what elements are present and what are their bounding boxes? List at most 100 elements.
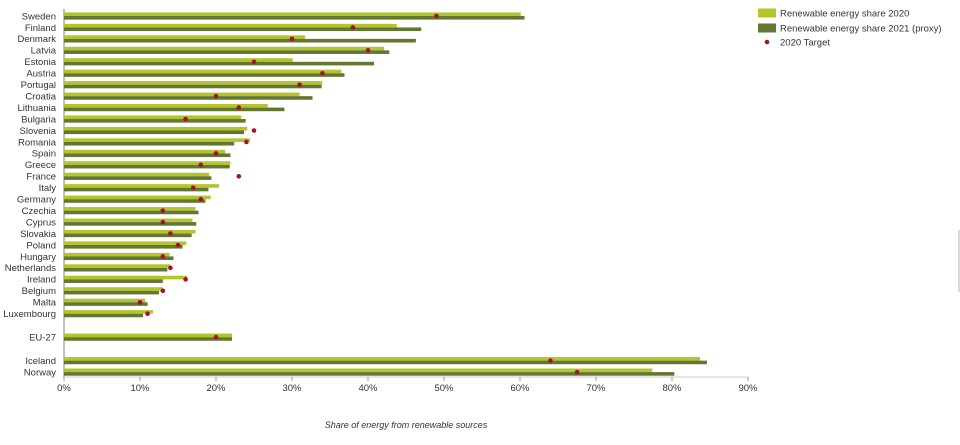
bar-2020-bulgaria xyxy=(64,115,242,120)
category-label-belgium: Belgium xyxy=(22,286,56,297)
category-label-hungary: Hungary xyxy=(20,252,56,263)
target-point-slovenia xyxy=(251,128,257,133)
category-label-sweden: Sweden xyxy=(22,11,56,22)
bar-2020-austria xyxy=(64,69,342,74)
bar-2021-romania xyxy=(64,141,235,146)
target-point-ireland xyxy=(183,277,188,282)
category-label-estonia: Estonia xyxy=(24,57,56,68)
target-point-greece xyxy=(198,162,204,168)
target-point-eu-27 xyxy=(213,334,219,340)
category-label-cyprus: Cyprus xyxy=(26,217,56,228)
target-point-netherlands xyxy=(168,265,173,271)
bar-2020-cyprus xyxy=(64,218,193,223)
category-label-latvia: Latvia xyxy=(31,46,57,57)
bar-2020-norway xyxy=(64,368,653,373)
bar-2020-germany xyxy=(64,195,211,200)
x-tick-label-90: 90% xyxy=(738,383,758,394)
target-point-romania xyxy=(244,139,249,145)
category-label-austria: Austria xyxy=(26,69,56,80)
bar-2020-france xyxy=(64,172,210,177)
target-point-france xyxy=(236,174,242,179)
bar-2021-malta xyxy=(64,302,148,306)
category-label-poland: Poland xyxy=(26,240,56,251)
category-label-croatia: Croatia xyxy=(25,91,56,102)
category-label-slovakia: Slovakia xyxy=(20,229,57,240)
target-point-belgium xyxy=(160,288,166,294)
bar-2021-greece xyxy=(64,164,230,169)
bar-2020-poland xyxy=(64,241,187,245)
x-tick-label-80: 80% xyxy=(662,383,682,394)
target-point-croatia xyxy=(213,93,219,99)
bar-2021-italy xyxy=(64,187,209,192)
bar-2021-eu-27 xyxy=(64,337,232,341)
bar-2021-norway xyxy=(64,372,675,376)
category-label-germany: Germany xyxy=(17,195,56,206)
x-axis-title: Share of energy from renewable sources xyxy=(325,420,488,430)
target-point-latvia xyxy=(365,48,371,53)
bar-2020-hungary xyxy=(64,252,170,257)
bar-2020-czechia xyxy=(64,207,196,211)
bar-2020-portugal xyxy=(64,81,323,85)
target-point-lithuania xyxy=(236,105,242,110)
legend-label-2020: Renewable energy share 2020 xyxy=(780,8,909,19)
bar-2021-slovakia xyxy=(64,233,192,238)
category-label-czechia: Czechia xyxy=(22,206,57,217)
bar-2020-spain xyxy=(64,149,226,154)
target-point-portugal xyxy=(297,82,302,87)
category-label-malta: Malta xyxy=(33,298,57,309)
target-point-bulgaria xyxy=(183,116,188,122)
target-point-denmark xyxy=(289,36,295,42)
target-point-norway xyxy=(574,369,580,375)
category-label-portugal: Portugal xyxy=(21,80,56,91)
target-point-luxembourg xyxy=(145,311,150,317)
bar-2021-slovenia xyxy=(64,130,245,135)
category-label-france: France xyxy=(26,172,56,183)
bar-2021-spain xyxy=(64,153,231,157)
x-tick-label-10: 10% xyxy=(130,383,150,394)
bar-2021-czechia xyxy=(64,210,199,215)
bar-2020-netherlands xyxy=(64,264,171,268)
bar-2020-ireland xyxy=(64,275,188,280)
category-label-lithuania: Lithuania xyxy=(17,103,56,114)
category-label-romania: Romania xyxy=(18,137,57,148)
bar-2020-greece xyxy=(64,161,231,165)
bar-2020-romania xyxy=(64,138,251,142)
bar-2020-lithuania xyxy=(64,104,268,108)
bar-2021-netherlands xyxy=(64,267,168,272)
bar-2021-france xyxy=(64,176,212,180)
bar-2021-finland xyxy=(64,27,422,32)
target-point-cyprus xyxy=(160,219,166,225)
target-point-iceland xyxy=(548,358,553,363)
bar-2020-belgium xyxy=(64,287,163,291)
bar-2021-hungary xyxy=(64,256,174,261)
target-point-spain xyxy=(213,151,219,156)
target-point-italy xyxy=(190,185,196,191)
x-tick-label-0: 0% xyxy=(57,383,71,394)
category-label-bulgaria: Bulgaria xyxy=(21,114,57,125)
category-label-luxembourg: Luxembourg xyxy=(3,309,56,320)
scrollbar-edge xyxy=(958,230,960,292)
bar-2021-belgium xyxy=(64,290,159,295)
category-label-finland: Finland xyxy=(25,23,56,34)
target-point-germany xyxy=(198,196,204,202)
bar-2020-malta xyxy=(64,298,146,303)
bar-2020-slovenia xyxy=(64,126,248,131)
bar-2020-eu-27 xyxy=(64,333,232,338)
category-label-netherlands: Netherlands xyxy=(5,263,56,274)
bar-2021-ireland xyxy=(64,279,163,283)
bar-2020-sweden xyxy=(64,12,521,16)
bar-2020-iceland xyxy=(64,357,701,361)
target-point-malta xyxy=(137,299,143,305)
category-label-greece: Greece xyxy=(25,160,56,171)
category-label-eu-27: EU-27 xyxy=(29,332,56,343)
category-label-slovenia: Slovenia xyxy=(20,126,57,137)
legend-marker-target xyxy=(764,39,770,45)
bar-2021-denmark xyxy=(64,38,416,43)
category-label-norway: Norway xyxy=(24,367,56,378)
category-label-iceland: Iceland xyxy=(25,356,56,367)
category-label-ireland: Ireland xyxy=(27,275,56,286)
bar-2021-iceland xyxy=(64,360,707,365)
bar-2020-luxembourg xyxy=(64,310,153,314)
bar-2020-slovakia xyxy=(64,229,196,234)
